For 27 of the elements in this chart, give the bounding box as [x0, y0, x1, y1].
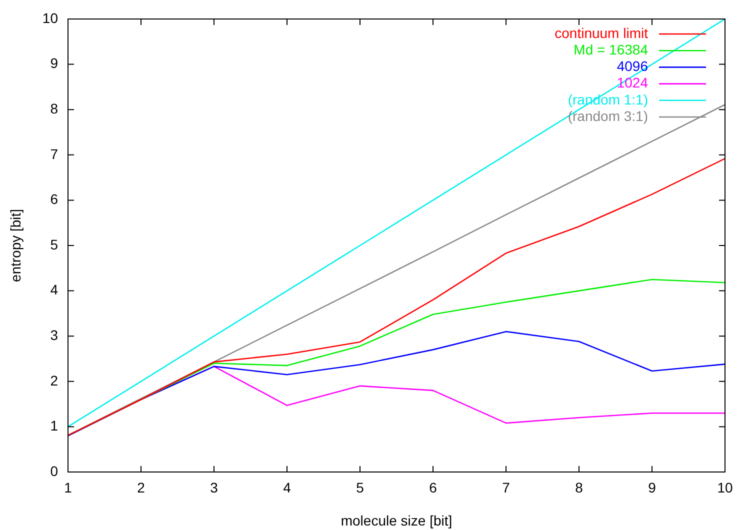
- x-tick-label: 3: [210, 479, 218, 496]
- legend-label: (random 3:1): [568, 108, 648, 124]
- x-tick-label: 5: [356, 479, 364, 496]
- y-tick-label: 9: [50, 55, 58, 72]
- y-tick-label: 5: [50, 236, 58, 252]
- y-tick-label: 0: [50, 462, 58, 479]
- y-tick-label: 4: [50, 282, 58, 298]
- legend-label: continuum limit: [554, 24, 648, 41]
- y-tick-label: 2: [50, 372, 58, 388]
- y-tick-label: 3: [50, 326, 58, 343]
- x-tick-label: 6: [429, 479, 438, 496]
- x-tick-label: 4: [283, 479, 292, 496]
- x-tick-label: 9: [648, 479, 656, 496]
- y-tick-label: 7: [50, 146, 58, 162]
- y-tick-label: 10: [42, 10, 58, 26]
- x-axis-title: molecule size [bit]: [340, 512, 452, 528]
- y-tick-label: 8: [50, 100, 58, 116]
- x-tick-label: 1: [64, 479, 72, 496]
- y-tick-label: 1: [50, 418, 58, 434]
- legend-label: 4096: [616, 58, 648, 74]
- x-tick-label: 2: [137, 479, 146, 496]
- legend-label: Md = 16384: [574, 41, 648, 58]
- y-axis-title: entropy [bit]: [7, 208, 24, 282]
- y-tick-label: 6: [50, 191, 58, 208]
- x-tick-label: 8: [575, 479, 584, 496]
- x-tick-label: 7: [502, 479, 510, 496]
- x-tick-label: 10: [717, 479, 733, 496]
